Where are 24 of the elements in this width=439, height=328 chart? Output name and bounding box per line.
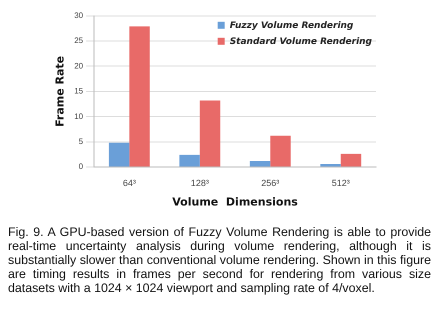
bar	[179, 154, 200, 166]
y-axis-title: Frame Rate	[53, 56, 66, 127]
y-tick-label: 25	[74, 36, 84, 46]
legend-label: Standard Volume Rendering	[230, 37, 373, 48]
x-tick-label: 128³	[190, 178, 209, 188]
x-tick-label: 256³	[261, 178, 280, 188]
bar	[108, 142, 130, 166]
caption: Fig. 9. A GPU-based version of Fuzzy Volume Rendering is able to provide real-time uncertainty analysis during volume rendering, although it is substantially slower than conventional volume rendering. Shown in this figure are timing results in frames per second for rendering from various size datasets with a 1024 × 1024 viewport and sampling rate of 4/voxel.	[8, 225, 431, 295]
bar	[320, 164, 341, 166]
y-tick-label: 5	[78, 137, 84, 146]
bar	[250, 160, 270, 166]
legend-label: Fuzzy Volume Rendering	[230, 21, 354, 32]
y-tick-label: 15	[74, 86, 84, 96]
bar	[200, 100, 220, 166]
x-tick-label: 512³	[332, 178, 350, 188]
x-axis-title: Volume Dimensions	[172, 195, 298, 208]
y-tick-label: 20	[74, 61, 84, 70]
x-tick-label: 64³	[122, 178, 136, 188]
y-tick-label: 30	[74, 11, 84, 20]
y-tick-label: 10	[74, 112, 84, 121]
bar	[340, 154, 362, 166]
bar	[129, 26, 150, 166]
y-tick-label: 0	[78, 162, 84, 172]
bar	[270, 136, 291, 166]
